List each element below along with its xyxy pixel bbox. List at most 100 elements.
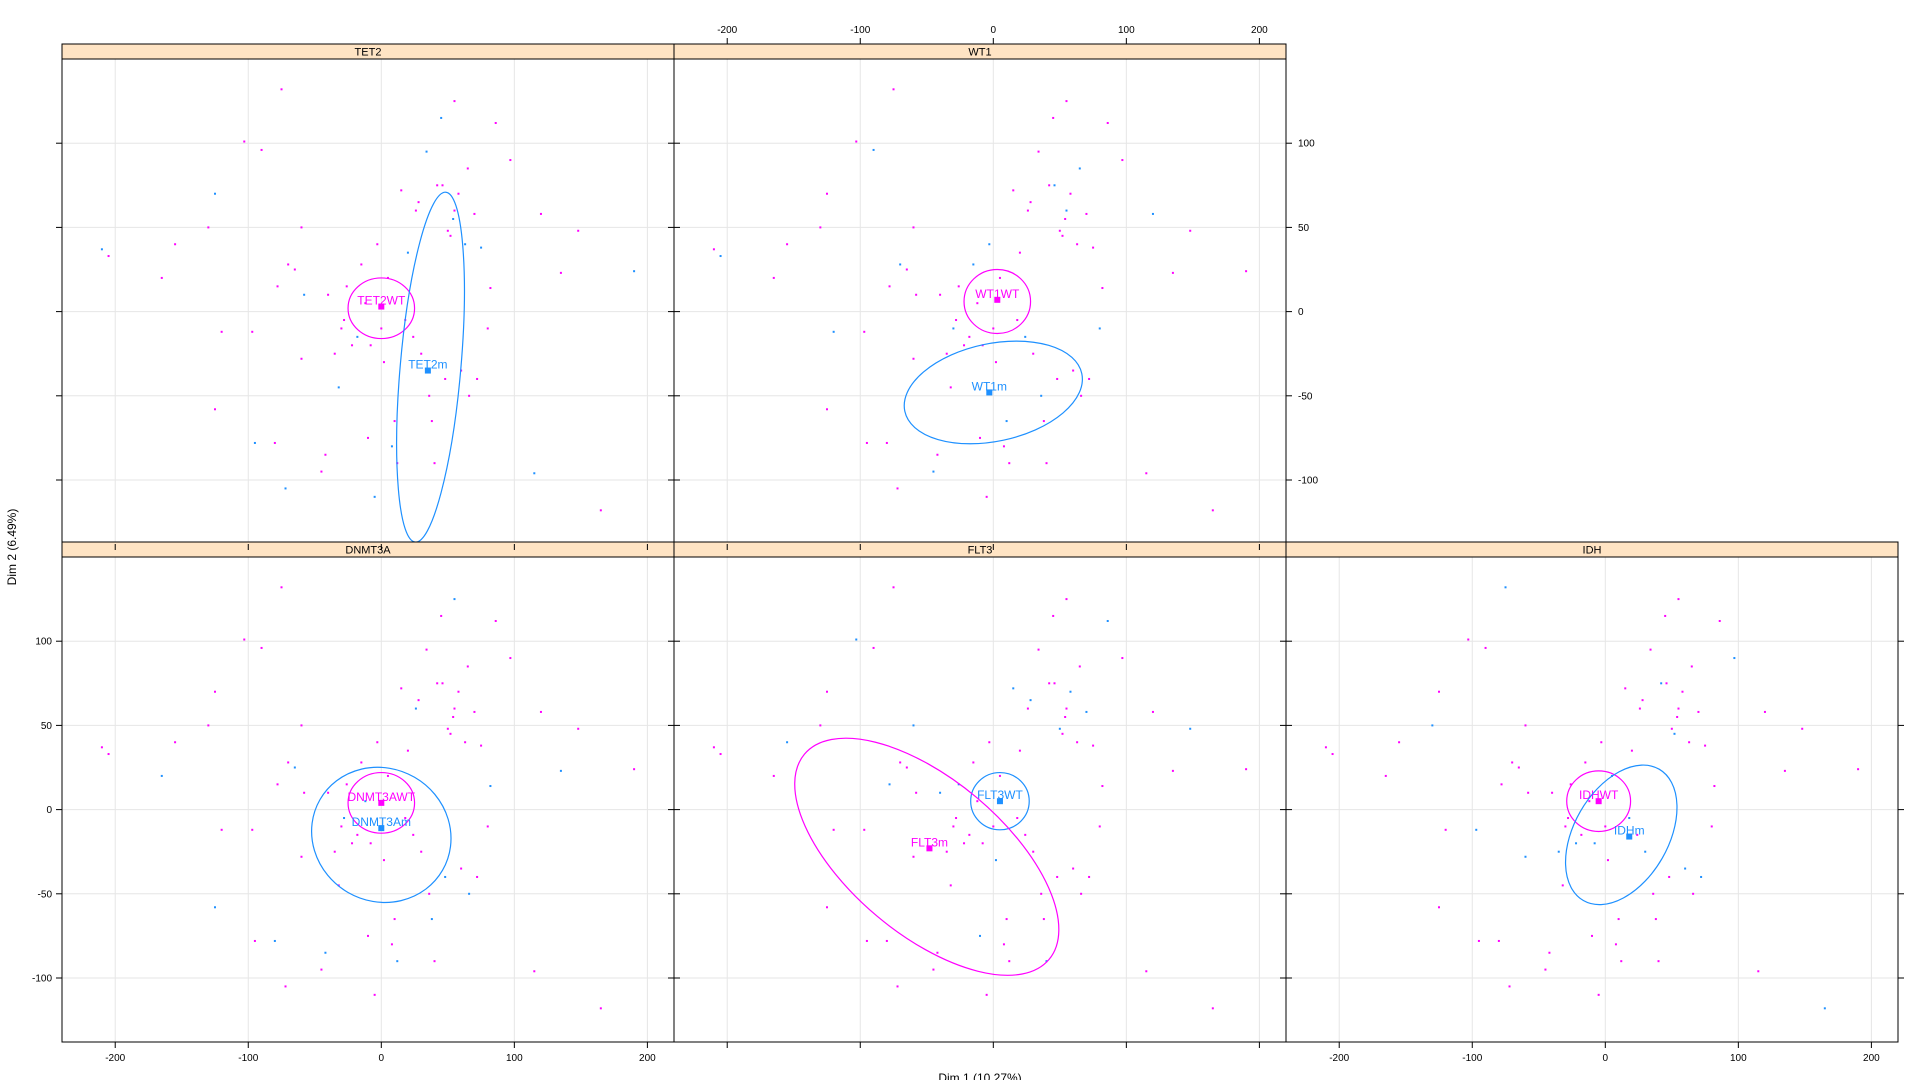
scatter-point xyxy=(373,993,376,996)
scatter-point xyxy=(712,248,715,251)
scatter-point xyxy=(1211,1007,1214,1010)
scatter-point xyxy=(1548,951,1551,954)
scatter-point xyxy=(865,441,868,444)
scatter-point xyxy=(1670,727,1673,730)
group-center-point xyxy=(378,799,385,806)
scatter-point xyxy=(1475,828,1478,831)
scatter-point xyxy=(1121,657,1124,660)
scatter-point xyxy=(1029,699,1032,702)
scatter-point xyxy=(1032,850,1035,853)
scatter-point xyxy=(1673,732,1676,735)
scatter-point xyxy=(340,327,343,330)
scatter-point xyxy=(1024,833,1027,836)
y-tick-label-right: -50 xyxy=(1298,391,1313,402)
scatter-point xyxy=(373,495,376,498)
scatter-point xyxy=(214,906,216,909)
scatter-point xyxy=(376,243,379,246)
scatter-point xyxy=(489,785,492,788)
y-tick-label-right: 100 xyxy=(1298,139,1315,150)
scatter-point xyxy=(1508,985,1511,988)
scatter-point xyxy=(386,774,389,777)
scatter-point xyxy=(1052,614,1055,617)
group-label: WT1WT xyxy=(975,287,1020,301)
scatter-point xyxy=(1078,167,1081,170)
scatter-point xyxy=(446,229,449,232)
scatter-point xyxy=(1657,960,1660,963)
y-tick-label: 50 xyxy=(41,721,53,732)
scatter-point xyxy=(430,420,433,423)
scatter-point xyxy=(972,263,975,266)
scatter-point xyxy=(985,495,988,498)
scatter-point xyxy=(1654,918,1657,921)
scatter-point xyxy=(1052,116,1055,119)
scatter-point xyxy=(1061,234,1064,237)
scatter-point xyxy=(786,243,789,246)
scatter-point xyxy=(1688,741,1691,744)
x-tick-label: 200 xyxy=(1863,1053,1880,1064)
scatter-point xyxy=(253,939,256,942)
scatter-point xyxy=(533,472,536,475)
scatter-point xyxy=(539,212,542,215)
scatter-point xyxy=(464,243,467,246)
scatter-point xyxy=(420,352,423,355)
scatter-point xyxy=(1597,993,1600,996)
scatter-point xyxy=(486,825,489,828)
scatter-point xyxy=(1692,892,1695,895)
group-center-point xyxy=(926,845,933,852)
scatter-point xyxy=(1048,682,1051,685)
scatter-point xyxy=(1101,785,1104,788)
x-tick-label-top: -100 xyxy=(850,25,870,36)
scatter-point xyxy=(1088,377,1091,380)
confidence-ellipse xyxy=(1564,764,1678,906)
scatter-point xyxy=(957,285,960,288)
scatter-point xyxy=(599,1007,602,1010)
scatter-point xyxy=(260,148,263,151)
scatter-point xyxy=(1171,769,1174,772)
scatter-point xyxy=(1644,850,1647,853)
scatter-point xyxy=(1092,744,1095,747)
scatter-point xyxy=(376,741,379,744)
group-label: IDHWT xyxy=(1579,788,1619,802)
scatter-point xyxy=(912,226,915,229)
scatter-point xyxy=(998,774,1001,777)
scatter-point xyxy=(1580,833,1583,836)
scatter-point xyxy=(396,960,399,963)
scatter-point xyxy=(476,377,479,380)
scatter-point xyxy=(832,828,835,831)
scatter-point xyxy=(436,682,439,685)
scatter-point xyxy=(174,243,177,246)
scatter-point xyxy=(273,939,276,942)
scatter-point xyxy=(1697,710,1700,713)
scatter-point xyxy=(1008,462,1011,465)
scatter-point xyxy=(1384,774,1387,777)
scatter-point xyxy=(1080,394,1083,397)
scatter-point xyxy=(433,960,436,963)
scatter-point xyxy=(160,774,163,777)
scatter-point xyxy=(949,386,952,389)
group-label: IDHm xyxy=(1614,824,1645,838)
panel-title: IDH xyxy=(1583,545,1602,557)
scatter-point xyxy=(453,100,456,103)
scatter-point xyxy=(988,243,991,246)
scatter-point xyxy=(912,855,915,858)
scatter-point xyxy=(1064,715,1067,718)
scatter-point xyxy=(1624,687,1627,690)
scatter-point xyxy=(293,268,296,271)
scatter-point xyxy=(976,800,979,803)
scatter-point xyxy=(872,646,875,649)
scatter-point xyxy=(826,192,828,195)
scatter-point xyxy=(466,167,469,170)
scatter-point xyxy=(280,88,283,91)
confidence-ellipse xyxy=(347,771,416,834)
scatter-point xyxy=(337,884,340,887)
scatter-point xyxy=(457,192,460,195)
scatter-point xyxy=(486,327,489,330)
scatter-point xyxy=(324,453,327,456)
scatter-point xyxy=(968,335,971,338)
scatter-point xyxy=(333,352,336,355)
scatter-point xyxy=(364,800,367,803)
group-center-point xyxy=(986,389,993,396)
scatter-point xyxy=(360,761,363,764)
x-tick-label: 100 xyxy=(506,1053,523,1064)
scatter-point xyxy=(863,330,866,333)
